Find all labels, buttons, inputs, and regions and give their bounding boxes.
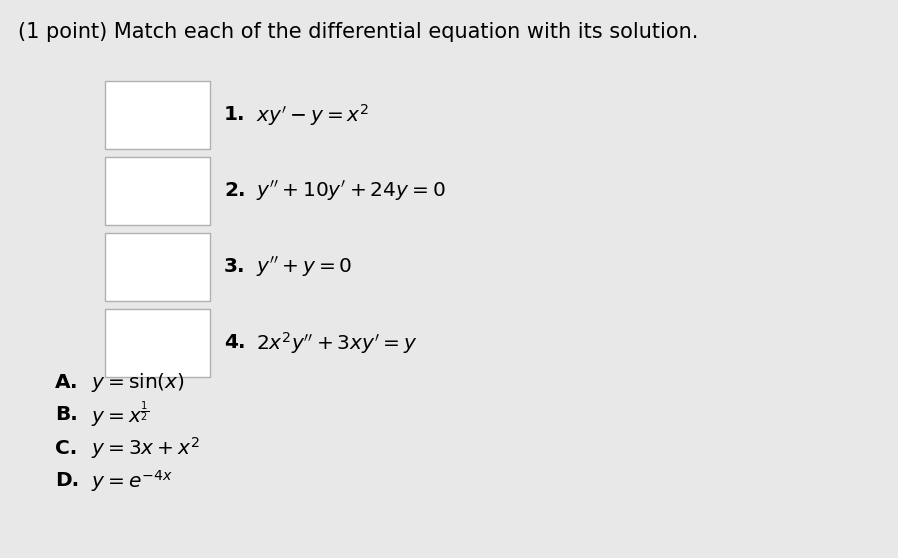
Text: 2.: 2. [224,181,245,200]
Text: (1 point) Match each of the differential equation with its solution.: (1 point) Match each of the differential… [18,22,699,42]
FancyBboxPatch shape [105,81,210,149]
Text: $y^{\prime\prime} + 10y^{\prime} + 24y = 0$: $y^{\prime\prime} + 10y^{\prime} + 24y =… [256,179,445,203]
Text: $y = x^{\frac{1}{2}}$: $y = x^{\frac{1}{2}}$ [91,400,149,430]
FancyBboxPatch shape [105,309,210,377]
Text: $y = \sin(x)$: $y = \sin(x)$ [91,371,185,393]
Text: 4.: 4. [224,334,245,353]
Text: $y = e^{-4x}$: $y = e^{-4x}$ [91,468,172,494]
FancyBboxPatch shape [105,157,210,225]
Text: $xy^{\prime} - y = x^2$: $xy^{\prime} - y = x^2$ [256,102,369,128]
Text: 3.: 3. [224,257,245,277]
Text: $2x^2y^{\prime\prime} + 3xy^{\prime} = y$: $2x^2y^{\prime\prime} + 3xy^{\prime} = y… [256,330,418,356]
Text: A.: A. [55,373,78,392]
Text: 1.: 1. [224,105,245,124]
Text: D.: D. [55,472,79,490]
Text: $y^{\prime\prime} + y = 0$: $y^{\prime\prime} + y = 0$ [256,255,352,279]
Text: $y = 3x + x^2$: $y = 3x + x^2$ [91,435,200,461]
Text: C.: C. [55,439,77,458]
Text: B.: B. [55,406,78,425]
FancyBboxPatch shape [105,233,210,301]
